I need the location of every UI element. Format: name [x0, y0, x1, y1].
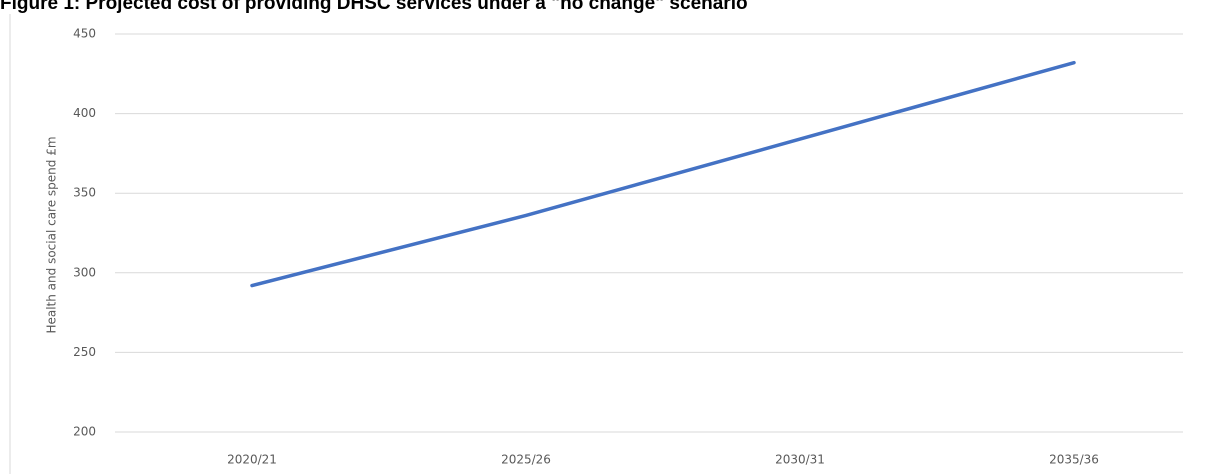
y-tick-label: 200: [73, 425, 96, 439]
x-tick-label: 2035/36: [1049, 453, 1099, 467]
x-tick-label: 2030/31: [775, 453, 825, 467]
y-tick-label: 450: [73, 27, 96, 41]
y-tick-label: 350: [73, 186, 96, 200]
y-tick-label: 250: [73, 345, 96, 359]
x-tick-label: 2020/21: [227, 453, 277, 467]
y-tick-label: 300: [73, 265, 96, 279]
data-line: [250, 60, 1076, 288]
x-tick-label: 2025/26: [501, 453, 551, 467]
y-axis-label: Health and social care spend £m: [45, 136, 59, 333]
y-tick-label: 400: [73, 106, 96, 120]
chart-title: Figure 1: Projected cost of providing DH…: [0, 0, 748, 14]
